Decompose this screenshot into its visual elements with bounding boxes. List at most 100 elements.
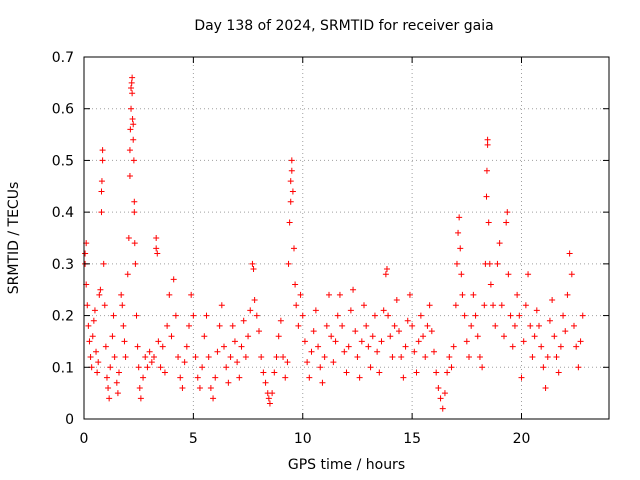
data-point — [538, 343, 545, 350]
data-point — [304, 359, 311, 366]
data-point — [476, 353, 483, 360]
data-point — [181, 359, 188, 366]
data-point — [306, 374, 313, 381]
data-point — [299, 312, 306, 319]
data-point — [289, 188, 296, 195]
data-point — [551, 333, 558, 340]
data-point — [492, 322, 499, 329]
data-point — [242, 353, 249, 360]
data-point — [98, 209, 105, 216]
data-point — [448, 364, 455, 371]
data-point — [157, 364, 164, 371]
data-point — [124, 271, 131, 278]
data-point — [424, 322, 431, 329]
data-point — [245, 333, 252, 340]
y-tick-label: 0.2 — [52, 309, 74, 325]
data-point — [321, 353, 328, 360]
data-point — [328, 333, 335, 340]
data-point — [387, 333, 394, 340]
data-point — [546, 317, 553, 324]
data-point — [142, 353, 149, 360]
data-point — [461, 312, 468, 319]
data-point — [137, 395, 144, 402]
data-point — [212, 374, 219, 381]
data-point — [490, 302, 497, 309]
data-point — [383, 266, 390, 273]
data-point — [504, 209, 511, 216]
data-point — [113, 379, 120, 386]
y-axis-label: SRMTID / TECUs — [6, 181, 22, 295]
data-point — [100, 260, 107, 267]
data-point — [144, 364, 151, 371]
data-point — [525, 271, 532, 278]
y-tick-label: 0.6 — [52, 102, 74, 118]
data-point — [291, 245, 297, 252]
data-point — [153, 245, 160, 252]
data-point — [133, 312, 140, 319]
data-point — [205, 353, 212, 360]
data-point — [136, 384, 143, 391]
data-point — [159, 343, 166, 350]
data-point — [288, 157, 295, 164]
data-point — [120, 322, 127, 329]
data-point — [484, 136, 491, 143]
data-point — [312, 307, 319, 314]
data-point — [516, 312, 523, 319]
data-point — [256, 328, 262, 335]
data-point — [409, 322, 416, 329]
data-point — [126, 172, 133, 179]
data-point — [85, 322, 92, 329]
data-point — [247, 307, 254, 314]
data-point — [380, 307, 387, 314]
data-point — [345, 343, 352, 350]
data-point — [286, 219, 293, 226]
data-point — [130, 136, 137, 143]
y-tick-label: 0.1 — [52, 360, 74, 376]
axis-ticks — [83, 56, 609, 420]
data-point — [503, 219, 510, 226]
data-point — [350, 286, 357, 293]
data-point — [234, 359, 241, 366]
data-point — [151, 353, 157, 360]
data-point — [97, 286, 104, 293]
data-point — [310, 328, 317, 335]
data-point — [128, 79, 135, 86]
data-point — [131, 209, 138, 216]
x-tick-label: 0 — [80, 431, 89, 447]
data-point — [453, 260, 460, 267]
data-point — [437, 395, 444, 402]
data-point — [99, 147, 106, 154]
data-point — [566, 250, 573, 257]
data-point — [483, 193, 490, 200]
data-point — [119, 302, 126, 309]
data-point — [557, 343, 564, 350]
data-point — [391, 322, 398, 329]
data-point — [560, 312, 567, 319]
data-point — [284, 359, 291, 366]
data-point — [116, 369, 122, 376]
data-point — [568, 271, 575, 278]
data-point — [458, 271, 465, 278]
data-point — [573, 343, 580, 350]
data-point — [155, 338, 162, 345]
data-point — [365, 343, 372, 350]
data-point — [201, 333, 208, 340]
data-point — [214, 348, 221, 355]
data-point — [439, 405, 446, 412]
data-point — [522, 302, 529, 309]
data-point — [389, 353, 396, 360]
x-tick-label: 5 — [189, 431, 198, 447]
data-point — [96, 291, 103, 298]
data-point — [422, 353, 429, 360]
data-point — [579, 312, 586, 319]
data-point — [457, 245, 464, 252]
data-point — [93, 348, 100, 355]
data-point — [168, 333, 175, 340]
data-point — [161, 369, 168, 376]
chart-title: Day 138 of 2024, SRMTID for receiver gai… — [194, 18, 494, 34]
data-point — [426, 302, 433, 309]
data-point — [146, 348, 153, 355]
data-point — [131, 198, 138, 205]
data-point — [229, 322, 236, 329]
